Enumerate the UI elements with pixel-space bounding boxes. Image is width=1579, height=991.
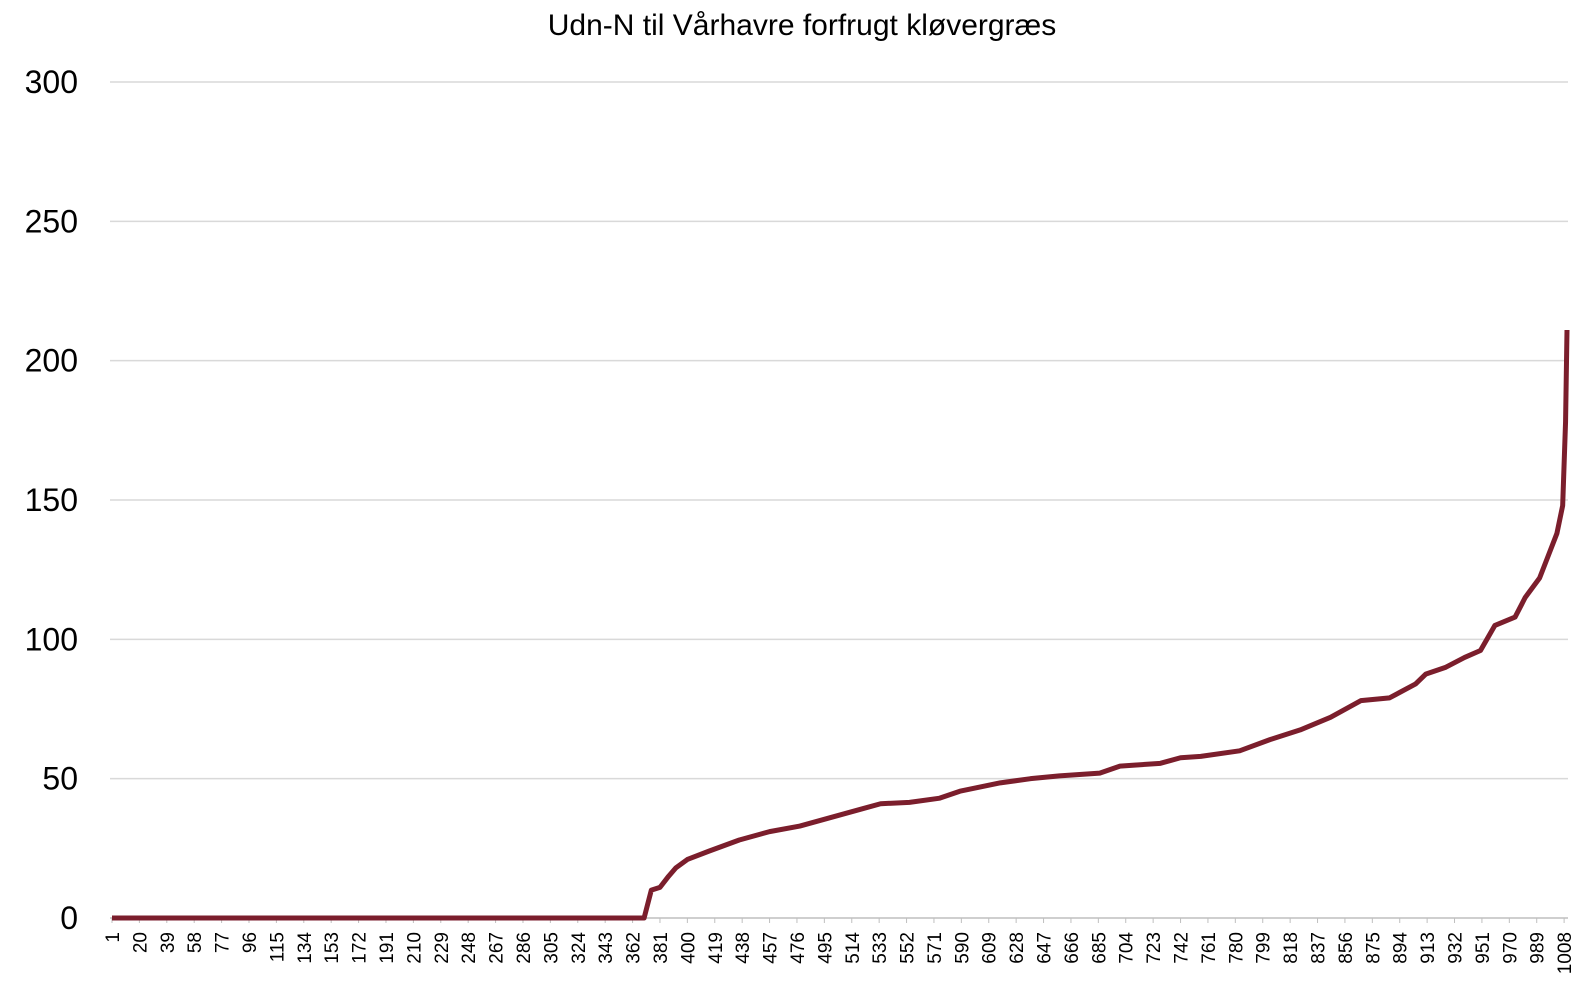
x-tick-label: 229 <box>432 932 453 964</box>
x-tick-label: 20 <box>130 932 151 953</box>
x-tick-label: 837 <box>1309 932 1330 964</box>
x-tick-label: 989 <box>1528 932 1549 964</box>
x-tick-label: 77 <box>213 932 234 953</box>
x-tick-label: 628 <box>1007 932 1028 964</box>
x-tick-label: 533 <box>870 932 891 964</box>
x-tick-label: 780 <box>1226 932 1247 964</box>
x-tick-label: 39 <box>158 932 179 953</box>
chart-title: Udn-N til Vårhavre forfrugt kløvergræs <box>548 9 1056 42</box>
x-tick-label: 818 <box>1281 932 1302 964</box>
x-tick-label: 400 <box>678 932 699 964</box>
x-tick-label: 362 <box>624 932 645 964</box>
x-tick-label: 742 <box>1172 932 1193 964</box>
y-tick-label: 0 <box>60 900 78 936</box>
x-tick-label: 457 <box>761 932 782 964</box>
x-tick-label: 172 <box>350 932 371 964</box>
y-tick-label: 150 <box>25 482 78 518</box>
x-tick-label: 1008 <box>1555 932 1576 974</box>
x-tick-label: 153 <box>322 932 343 964</box>
y-tick-label: 250 <box>25 203 78 239</box>
x-tick-label: 438 <box>733 932 754 964</box>
x-tick-label: 875 <box>1363 932 1384 964</box>
y-tick-label: 50 <box>42 761 78 797</box>
x-tick-label: 248 <box>459 932 480 964</box>
x-tick-label: 1 <box>103 932 124 943</box>
x-tick-label: 343 <box>596 932 617 964</box>
x-tick-label: 685 <box>1089 932 1110 964</box>
x-tick-label: 799 <box>1254 932 1275 964</box>
x-tick-label: 96 <box>240 932 261 953</box>
x-tick-label: 115 <box>267 932 288 962</box>
x-tick-label: 495 <box>815 932 836 964</box>
x-tick-label: 932 <box>1446 932 1467 964</box>
x-tick-label: 666 <box>1062 932 1083 964</box>
x-tick-label: 476 <box>788 932 809 964</box>
x-tick-label: 286 <box>514 932 535 964</box>
x-tick-label: 134 <box>295 932 316 964</box>
x-tick-label: 970 <box>1500 932 1521 964</box>
y-tick-label: 100 <box>25 621 78 657</box>
x-tick-label: 609 <box>980 932 1001 964</box>
x-tick-label: 552 <box>898 932 919 964</box>
y-tick-label: 200 <box>25 343 78 379</box>
x-tick-label: 324 <box>569 932 590 964</box>
x-tick-label: 913 <box>1418 932 1439 964</box>
y-tick-label: 300 <box>25 64 78 100</box>
x-tick-label: 267 <box>487 932 508 964</box>
x-tick-label: 856 <box>1336 932 1357 964</box>
x-tick-label: 894 <box>1391 932 1412 964</box>
x-tick-label: 704 <box>1117 932 1138 964</box>
x-tick-label: 723 <box>1144 932 1165 964</box>
x-tick-label: 571 <box>925 932 946 964</box>
x-tick-label: 514 <box>843 932 864 964</box>
x-tick-label: 191 <box>377 932 398 964</box>
x-tick-label: 647 <box>1035 932 1056 964</box>
x-tick-label: 58 <box>185 932 206 953</box>
x-tick-label: 210 <box>404 932 425 964</box>
x-tick-label: 381 <box>651 932 672 964</box>
line <box>112 329 1570 921</box>
x-tick-label: 419 <box>706 932 727 964</box>
x-tick-label: 951 <box>1473 932 1494 964</box>
x-tick-label: 761 <box>1199 932 1220 964</box>
x-tick-label: 590 <box>952 932 973 964</box>
x-tick-label: 305 <box>541 932 562 964</box>
